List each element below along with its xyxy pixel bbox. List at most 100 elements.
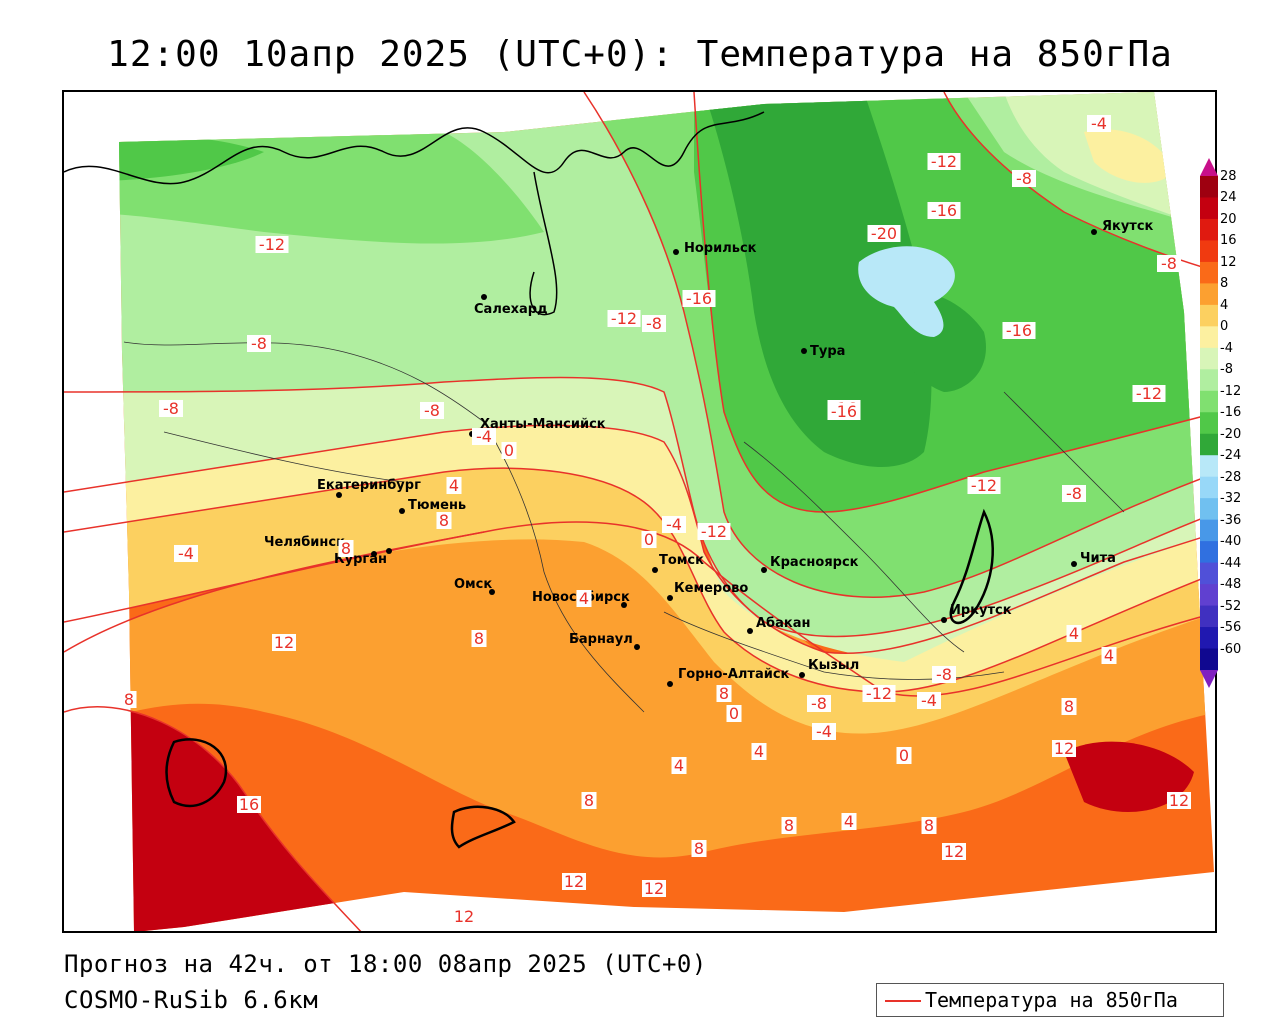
colorbar-tick-label: -20 <box>1220 426 1242 442</box>
svg-text:-4: -4 <box>476 427 492 446</box>
temp-zone-8 <box>119 522 1214 858</box>
city-label: Якутск <box>1102 219 1154 234</box>
city-label: Челябинск <box>264 535 345 550</box>
colorbar-tick-label: -24 <box>1220 448 1242 464</box>
temp-zone-0-ne <box>1084 129 1174 183</box>
svg-text:-20: -20 <box>871 224 897 243</box>
svg-text:-4: -4 <box>178 544 194 563</box>
colorbar-tick-label: -28 <box>1220 469 1242 485</box>
city-marker <box>386 548 392 554</box>
isotherm-label: -4 <box>472 427 496 446</box>
svg-text:-12: -12 <box>931 152 957 171</box>
isotherm-label: -12 <box>607 309 641 328</box>
city-label: Кемерово <box>674 581 748 596</box>
isotherm-label: -12 <box>255 235 289 254</box>
svg-text:4: 4 <box>579 589 589 608</box>
colorbar-tick-label: -12 <box>1220 383 1242 399</box>
svg-text:8: 8 <box>474 629 484 648</box>
isotherm-label: -8 <box>807 694 831 713</box>
city-marker <box>747 628 753 634</box>
svg-text:-4: -4 <box>666 515 682 534</box>
city-marker <box>371 551 377 557</box>
map-frame: Норильск Салехард Тура Якутск Ханты-Мансийск… <box>62 90 1217 933</box>
city-label: Иркутск <box>950 603 1012 618</box>
isotherm-label: 4 <box>671 756 687 775</box>
svg-text:8: 8 <box>784 816 794 835</box>
region-borders <box>123 341 1125 713</box>
svg-text:12: 12 <box>274 633 294 652</box>
svg-text:-4: -4 <box>816 722 832 741</box>
isotherm-label: 4 <box>576 589 592 608</box>
colorbar-segment <box>1200 519 1218 542</box>
legend: Температура на 850гПа <box>876 983 1224 1017</box>
colorbar-segment <box>1200 390 1218 413</box>
city-label: Горно-Алтайск <box>678 667 790 682</box>
svg-text:-8: -8 <box>936 665 952 684</box>
svg-text:12: 12 <box>454 907 474 926</box>
svg-text:-16: -16 <box>931 201 957 220</box>
temp-zone-m20 <box>704 92 932 467</box>
isotherm-label: -8 <box>1157 254 1181 273</box>
city-marker <box>399 508 405 514</box>
svg-text:12: 12 <box>644 879 664 898</box>
colorbar-tick-label: -56 <box>1220 620 1242 636</box>
svg-text:12: 12 <box>1054 739 1074 758</box>
city-marker <box>941 617 947 623</box>
isotherm-label: 12 <box>942 842 966 861</box>
isotherm-label: 8 <box>1061 697 1077 716</box>
city-marker <box>673 249 679 255</box>
isotherm-label: 12 <box>1167 791 1191 810</box>
isotherm-label: -4 <box>174 544 198 563</box>
colorbar-arrow-top <box>1200 158 1218 176</box>
colorbar-segment <box>1200 627 1218 650</box>
colorbar-segment <box>1200 304 1218 327</box>
colorbar-tick-label: 24 <box>1220 190 1237 206</box>
isotherm-label: -16 <box>827 402 861 421</box>
isotherm-label: 4 <box>1066 624 1082 643</box>
svg-text:-8: -8 <box>1161 254 1177 273</box>
city-label: Норильск <box>684 241 757 256</box>
colorbar-tick-label: -32 <box>1220 491 1242 507</box>
isotherm-label: -12 <box>1132 384 1166 403</box>
isotherm-label: 0 <box>896 746 912 765</box>
isotherm-label: 16 <box>237 795 261 814</box>
colorbar-segment <box>1200 326 1218 349</box>
svg-text:-8: -8 <box>163 399 179 418</box>
city-marker <box>634 644 640 650</box>
colorbar-segment <box>1200 261 1218 284</box>
colorbar-segment <box>1200 476 1218 499</box>
isotherm-label: 4 <box>446 476 462 495</box>
colorbar-tick-label: -8 <box>1220 362 1233 378</box>
svg-text:12: 12 <box>1169 791 1189 810</box>
isotherm-label: 8 <box>121 690 137 709</box>
isotherm-label: -4 <box>662 515 686 534</box>
isotherm-label: 12 <box>1052 739 1076 758</box>
colorbar-segment <box>1200 412 1218 435</box>
colorbar-segment <box>1200 648 1218 671</box>
city-label: Барнаул <box>569 632 633 647</box>
colorbar-segment <box>1200 197 1218 220</box>
city-marker <box>481 294 487 300</box>
colorbar-tick-label: -40 <box>1220 534 1242 550</box>
svg-text:4: 4 <box>1069 624 1079 643</box>
svg-text:16: 16 <box>239 795 259 814</box>
svg-text:8: 8 <box>439 511 449 530</box>
colorbar-tick-label: 28 <box>1220 169 1237 184</box>
city-label: Тюмень <box>408 498 466 513</box>
temp-zone-16-east <box>1064 741 1194 812</box>
colorbar-tick-label: 12 <box>1220 254 1237 270</box>
city-label: Омск <box>454 577 492 592</box>
svg-text:-8: -8 <box>251 334 267 353</box>
city-marker <box>489 589 495 595</box>
temperature-map: Норильск Салехард Тура Якутск Ханты-Мансийск… <box>64 92 1215 931</box>
colorbar-segment <box>1200 605 1218 628</box>
svg-text:4: 4 <box>674 756 684 775</box>
model-name: COSMO-RuSib 6.6км <box>64 986 319 1014</box>
legend-label: Температура на 850гПа <box>925 988 1178 1012</box>
isotherm-label: 0 <box>641 530 657 549</box>
colorbar-segment <box>1200 176 1218 198</box>
city-label: Чита <box>1080 551 1116 566</box>
colorbar-tick-label: 0 <box>1220 319 1229 335</box>
temp-zone-4 <box>119 468 1214 734</box>
isotherm-label: -8 <box>1062 484 1086 503</box>
